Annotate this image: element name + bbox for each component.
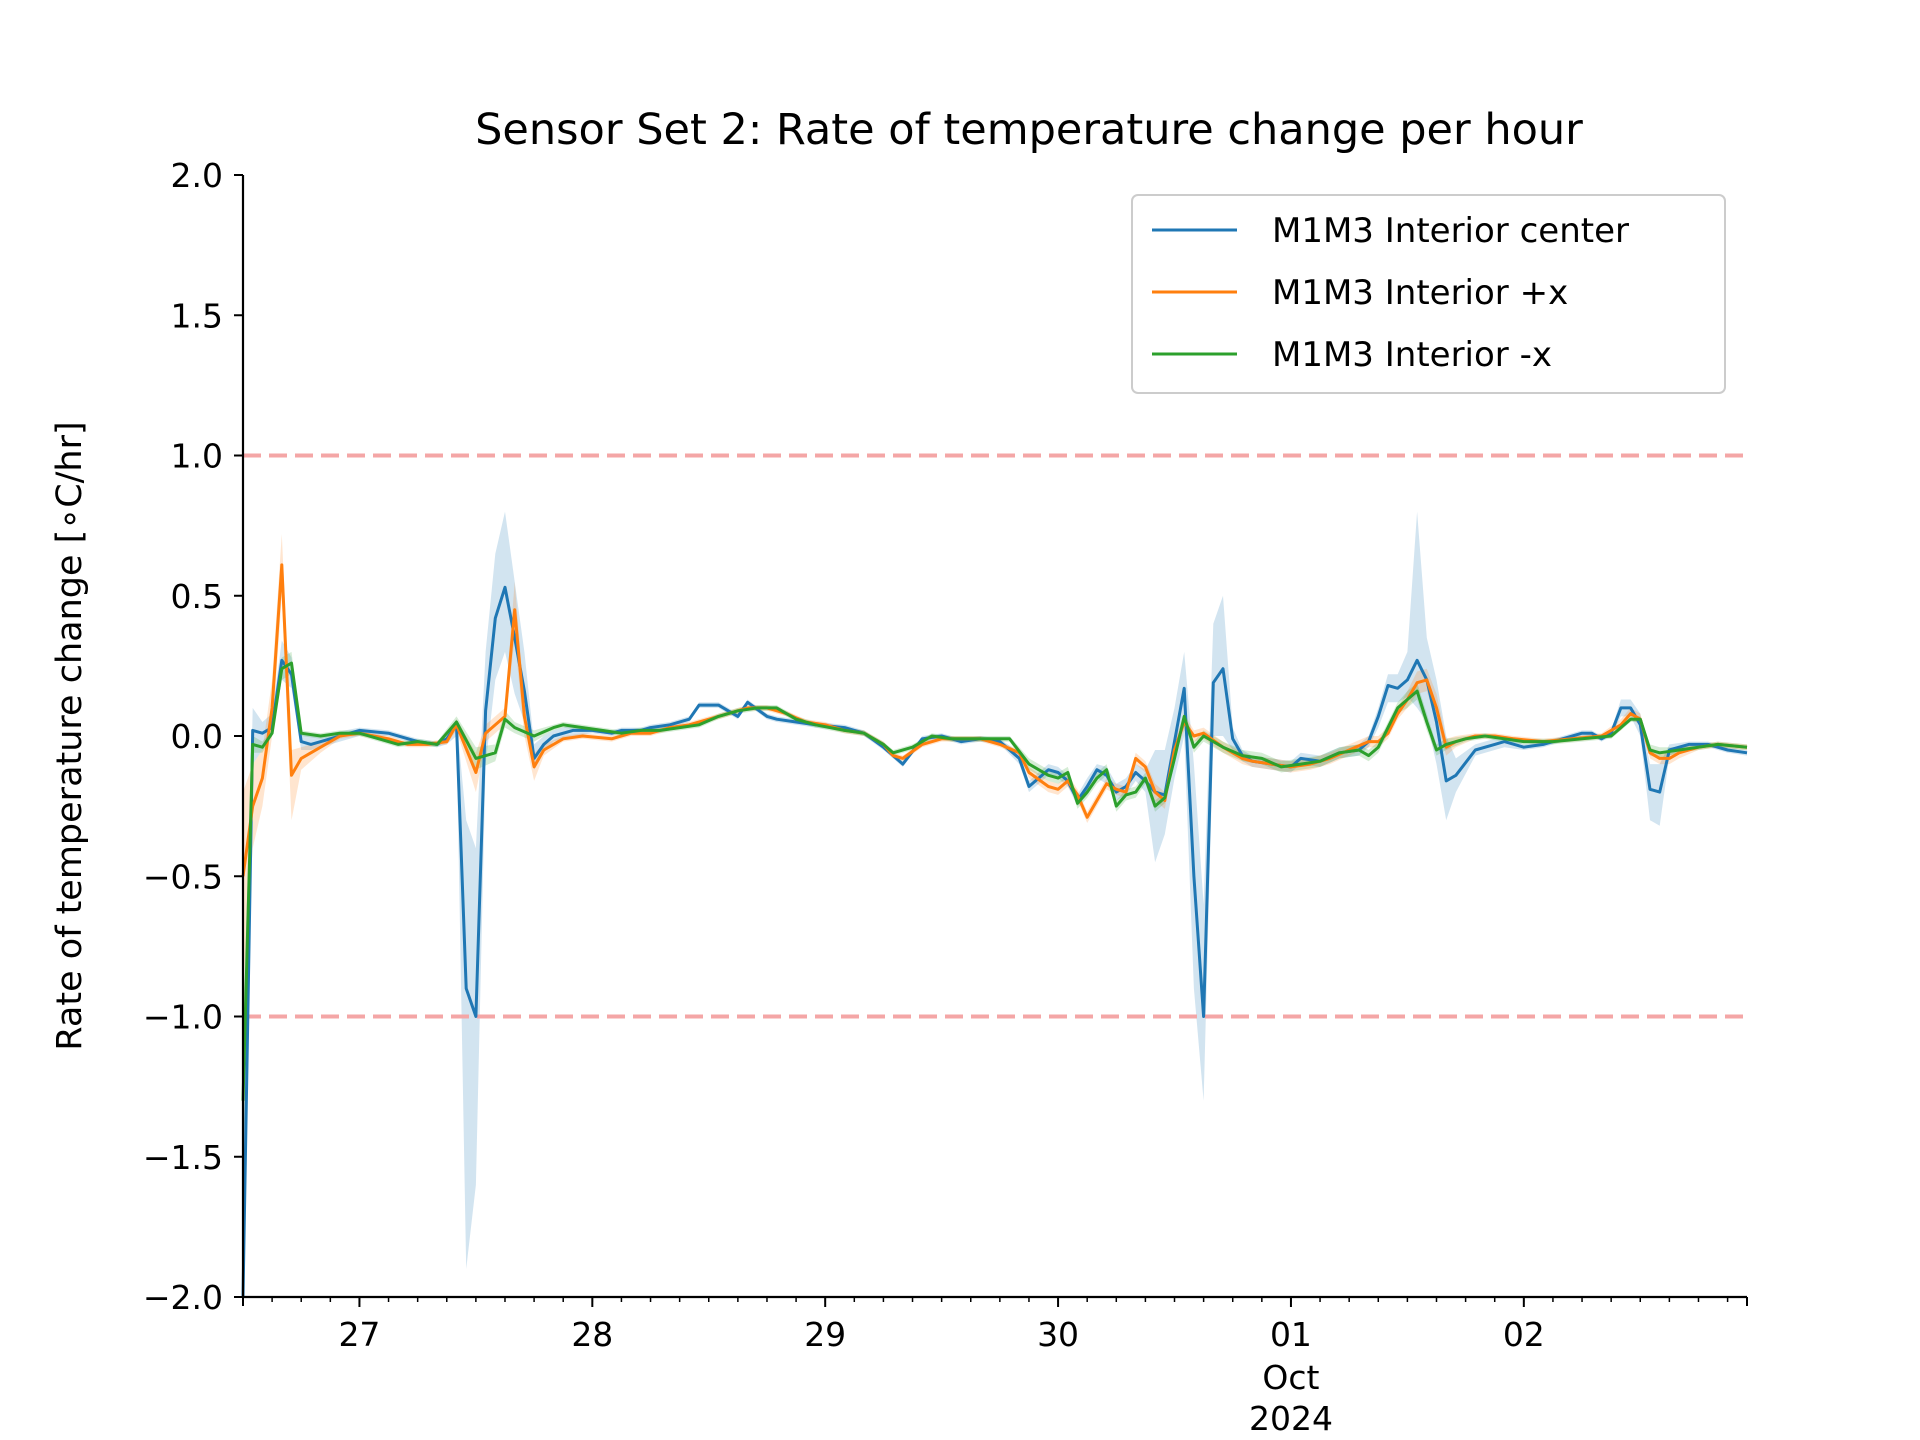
series-line-m1m3-interior-center (241, 585, 1748, 1298)
x-tick-label: 02 (1503, 1315, 1545, 1354)
chart-title: Sensor Set 2: Rate of temperature change… (475, 105, 1583, 155)
y-tick-label: 1.0 (171, 437, 223, 476)
series-lines (241, 563, 1748, 1298)
legend: M1M3 Interior center M1M3 Interior +x M1M3… (1131, 194, 1726, 394)
y-tick-label: −0.5 (143, 857, 223, 896)
y-tick-label: 0.0 (171, 717, 223, 756)
y-tick-label: −2.0 (143, 1278, 223, 1317)
legend-label-m1m3-interior-center: M1M3 Interior center (1272, 211, 1629, 251)
y-ticks: −2.0 −1.5 −1.0 −0.5 0.0 0.5 1.0 1.5 2.0 (143, 156, 243, 1317)
legend-items: M1M3 Interior center M1M3 Interior +x M1M3… (1152, 211, 1629, 375)
legend-label-m1m3-interior-x: M1M3 Interior -x (1272, 335, 1552, 375)
legend-label-m1m3-interior-x: M1M3 Interior +x (1272, 273, 1568, 313)
x-tick-label: 01 (1270, 1315, 1312, 1354)
x-tick-sublabel: Oct (1262, 1358, 1319, 1397)
threshold-lines (243, 453, 1747, 1019)
y-tick-label: 2.0 (171, 156, 223, 195)
x-tick-label: 27 (338, 1315, 380, 1354)
series-line-m1m3-interior-x (241, 661, 1748, 1101)
x-tick-label: 29 (804, 1315, 846, 1354)
y-tick-label: 1.5 (171, 296, 223, 335)
x-tick-label: 30 (1037, 1315, 1079, 1354)
x-tick-sublabel: 2024 (1249, 1399, 1333, 1438)
y-tick-label: −1.0 (143, 998, 223, 1037)
y-axis-label: Rate of temperature change [∘C/hr] (50, 421, 90, 1050)
x-tick-label: 28 (571, 1315, 613, 1354)
y-tick-label: −1.5 (143, 1138, 223, 1177)
y-tick-label: 0.5 (171, 577, 223, 616)
legend-frame (1131, 194, 1726, 394)
